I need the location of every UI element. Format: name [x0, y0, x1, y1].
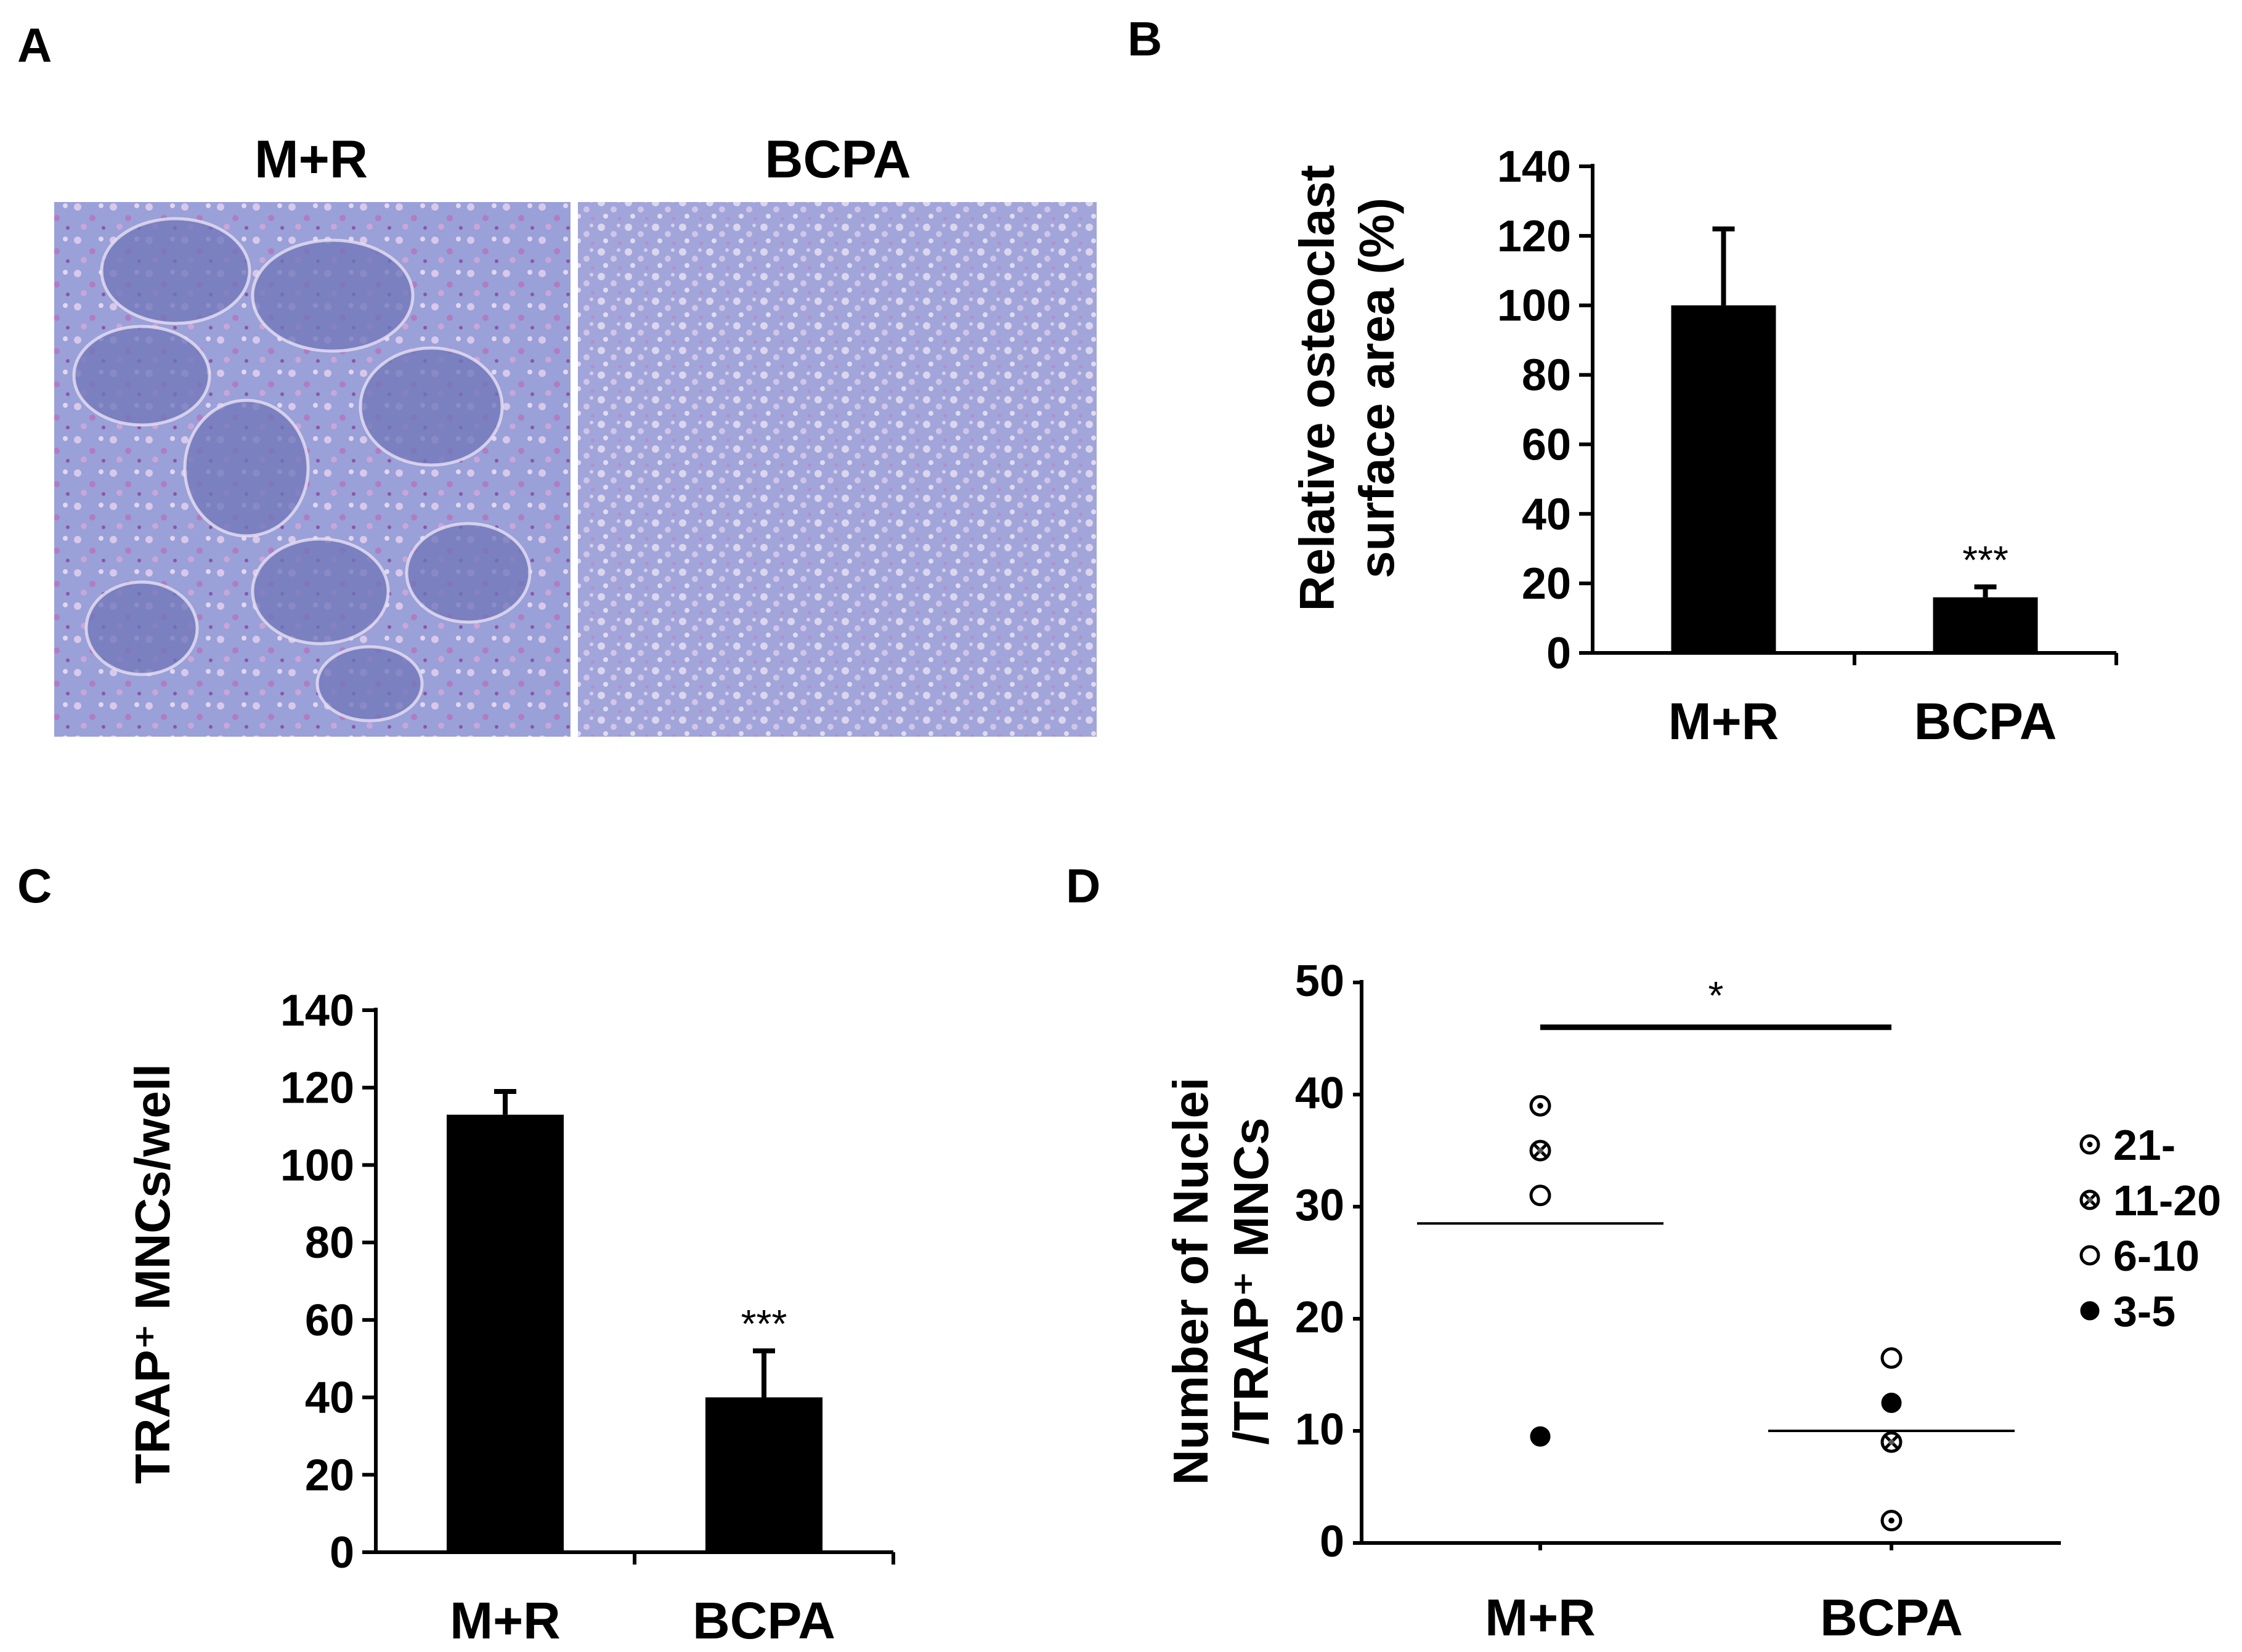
panel-d-letter: D: [1066, 859, 1100, 913]
ylabel-d-line1: Number of Nuclei: [1163, 1077, 1218, 1485]
data-point: [1529, 1140, 1551, 1162]
image-label-right: BCPA: [765, 130, 911, 189]
y-tick-label: 40: [1295, 1069, 1344, 1118]
data-point: [1529, 1184, 1551, 1207]
panel-c-letter: C: [17, 859, 52, 913]
bar: [447, 1114, 564, 1552]
panel-a-letter: A: [17, 18, 52, 72]
ylabel-b-line2: surface area (%): [1349, 198, 1404, 578]
panel-c: C TRAP⁺ MNCs/well 0 20 40 60 80 100 120 140 M+R *…: [17, 859, 895, 1650]
data-point: [1880, 1510, 1903, 1532]
micrograph-m-r: [54, 202, 571, 737]
legend-label: 11-20: [2113, 1176, 2221, 1225]
panel-b-letter: B: [1127, 12, 1162, 66]
y-tick-label: 0: [330, 1528, 354, 1577]
panel-b: B Relative osteoclast surface area (%) 0…: [1127, 12, 2118, 750]
y-tick-label: 20: [305, 1451, 354, 1500]
y-tick-label: 60: [1522, 420, 1571, 469]
y-tick-label: 0: [1546, 629, 1571, 678]
plot-c: 0 20 40 60 80 100 120 140 M+R *** BCPA: [280, 986, 895, 1650]
y-tick-label: 10: [1295, 1405, 1344, 1454]
y-tick-label: 120: [280, 1064, 354, 1113]
data-point: [1529, 1095, 1551, 1117]
y-tick-label: 100: [280, 1141, 354, 1190]
micrograph-bcpa: [578, 202, 1097, 737]
legend-marker: [2079, 1134, 2100, 1155]
x-category-label: BCPA: [1914, 692, 2057, 750]
data-point: [1530, 1426, 1551, 1447]
data-point: [1880, 1347, 1903, 1369]
y-tick-label: 0: [1320, 1517, 1344, 1566]
significance-label: ***: [1962, 538, 2008, 582]
plot-d: 0 10 20 30 40 50 M+R BCPA * 21- 11-20 6-10 3-5: [1295, 957, 2221, 1646]
ylabel-b-line1: Relative osteoclast: [1290, 165, 1344, 612]
legend-marker: [2079, 1189, 2100, 1210]
x-category-label: M+R: [1668, 692, 1779, 750]
panel-a: A M+R BCPA: [17, 18, 1097, 737]
y-tick-label: 140: [280, 986, 354, 1035]
legend-label: 21-: [2113, 1121, 2175, 1169]
data-point: [1880, 1431, 1903, 1453]
legend-marker: [2079, 1245, 2100, 1266]
significance-label: ***: [741, 1302, 787, 1346]
legend-marker: [2080, 1301, 2100, 1321]
y-tick-label: 80: [1522, 351, 1571, 400]
ylabel-d-line2: /TRAP⁺ MNCs: [1224, 1117, 1278, 1444]
legend-label: 6-10: [2113, 1232, 2199, 1280]
legend-label: 3-5: [2113, 1287, 2175, 1335]
x-category-label: M+R: [1485, 1589, 1596, 1646]
y-tick-label: 30: [1295, 1181, 1344, 1230]
y-tick-label: 40: [1522, 490, 1571, 539]
bar: [705, 1397, 822, 1552]
ylabel-c: TRAP⁺ MNCs/well: [125, 1064, 180, 1484]
panel-d: D Number of Nuclei /TRAP⁺ MNCs 0 10 20 30 40…: [1066, 859, 2221, 1646]
y-tick-label: 120: [1497, 212, 1571, 261]
y-tick-label: 20: [1295, 1293, 1344, 1342]
y-tick-label: 40: [305, 1374, 354, 1423]
significance-label: *: [1708, 973, 1724, 1018]
bar: [1671, 305, 1776, 653]
y-tick-label: 80: [305, 1218, 354, 1268]
bar: [1933, 597, 2038, 653]
y-tick-label: 100: [1497, 281, 1571, 331]
x-category-label: BCPA: [1820, 1589, 1963, 1646]
y-tick-label: 50: [1295, 957, 1344, 1006]
x-category-label: BCPA: [693, 1592, 835, 1650]
y-tick-label: 60: [305, 1296, 354, 1345]
x-category-label: M+R: [450, 1592, 561, 1650]
data-point: [1881, 1393, 1902, 1413]
y-tick-label: 20: [1522, 559, 1571, 609]
image-label-left: M+R: [254, 130, 368, 189]
plot-b: 0 20 40 60 80 100 120 140 M+R *** BCPA: [1497, 142, 2118, 750]
y-tick-label: 140: [1497, 142, 1571, 192]
